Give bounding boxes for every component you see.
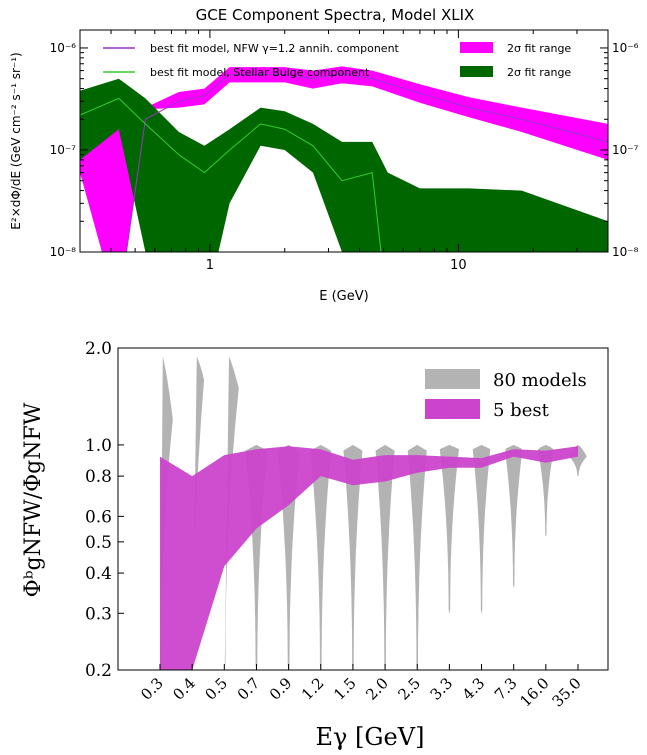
spectra-x-axis-label: E (GeV) — [319, 289, 368, 304]
ratio-violin-group — [160, 356, 587, 670]
ratio-x-tick-label: 3.3 — [427, 674, 457, 704]
ratio-x-tick-label: 0.7 — [234, 674, 264, 704]
ratio-x-tick-label: 1.2 — [298, 674, 328, 704]
violin-4.3 — [472, 444, 491, 614]
ratio-y-tick-label: 1.0 — [85, 436, 112, 456]
ratio-y-tick-label: 0.6 — [85, 507, 112, 527]
spectra-chart: GCE Component Spectra, Model XLIX 1 10 10⁻… — [9, 6, 639, 304]
violin-1.5 — [343, 444, 363, 670]
ratio-plot-frame — [117, 347, 609, 671]
ratio-y-tick-label: 0.8 — [85, 467, 112, 487]
ratio-y-tick-label: 0.4 — [85, 564, 112, 584]
ratio-x-tick-label: 35.0 — [548, 674, 584, 710]
spectra-x-tick-label: 10 — [450, 258, 467, 273]
legend-5-best-swatch — [425, 399, 480, 419]
ratio-x-tick-label: 0.4 — [169, 674, 199, 704]
ratio-violin-chart: 0.20.30.40.50.60.81.02.00.3 0.4 0.5 0.7 0.9 1… — [21, 339, 609, 751]
ratio-x-tick-label: 0.3 — [137, 674, 167, 704]
ratio-y-axis-label: ΦᵇgNFW/ΦgNFW — [21, 402, 46, 597]
spectra-band-bulge — [80, 78, 608, 252]
spectra-y-tick-label-right: 10⁻⁷ — [612, 143, 639, 157]
ratio-legend: 80 models 5 best — [425, 369, 587, 421]
spectra-y-tick-label-left: 10⁻⁷ — [50, 143, 77, 157]
spectra-y-tick-label-right: 10⁻⁸ — [612, 245, 639, 259]
legend-bulge-line-label: best fit model, Stellar Bulge component — [150, 66, 370, 79]
ratio-x-tick-label: 7.3 — [491, 674, 521, 704]
violin-0.5 — [224, 356, 239, 670]
legend-5-best-label: 5 best — [493, 400, 550, 421]
ratio-x-tick-label: 2.5 — [394, 674, 424, 704]
spectra-y-tick-label-left: 10⁻⁸ — [50, 245, 77, 259]
ratio-x-tick-label: 1.5 — [330, 674, 360, 704]
spectra-y-axis-label: E²×dΦ/dE (GeV cm⁻² s⁻¹ sr⁻¹) — [9, 52, 23, 229]
spectra-line-bulge — [80, 97, 382, 252]
spectra-line-nfw — [125, 73, 608, 252]
spectra-plot-frame — [79, 29, 609, 253]
legend-nfw-band-label: 2σ fit range — [507, 42, 571, 55]
spectra-y-tick-label-left: 10⁻⁶ — [50, 41, 77, 55]
spectra-y-tick-label-right: 10⁻⁶ — [612, 41, 639, 55]
ratio-x-axis-label: Eγ [GeV] — [316, 723, 425, 751]
ratio-x-tick-label: 4.3 — [459, 674, 489, 704]
spectra-legend: best fit model, NFW γ=1.2 annih. compone… — [103, 42, 571, 79]
ratio-y-tick-label: 0.2 — [85, 661, 112, 681]
legend-80-models-swatch — [425, 369, 480, 389]
spectra-chart-title: GCE Component Spectra, Model XLIX — [196, 6, 475, 24]
ratio-y-tick-label: 0.3 — [85, 604, 112, 624]
violin-0.3 — [160, 356, 173, 670]
violin-2.0 — [375, 444, 395, 670]
ratio-y-tick-label: 0.5 — [85, 533, 112, 553]
violin-2.5 — [407, 444, 427, 670]
legend-bulge-band-label: 2σ fit range — [507, 66, 571, 79]
best-fit-band — [160, 446, 578, 670]
legend-nfw-line-label: best fit model, NFW γ=1.2 annih. compone… — [150, 42, 400, 55]
spectra-x-tick-label: 1 — [206, 258, 214, 273]
spectra-band-nfw — [80, 66, 608, 252]
legend-nfw-band-swatch — [460, 42, 493, 53]
spectra-series-group — [80, 66, 608, 252]
legend-80-models-label: 80 models — [493, 370, 587, 391]
ratio-x-tick-label: 0.5 — [202, 674, 232, 704]
violin-1.2 — [310, 444, 332, 670]
ratio-x-tick-label: 16.0 — [516, 674, 552, 710]
violin-16.0 — [537, 444, 554, 537]
violin-7.3 — [505, 444, 523, 588]
ratio-x-tick-label: 2.0 — [362, 674, 392, 704]
ratio-x-tick-label: 0.9 — [266, 674, 296, 704]
violin-3.3 — [439, 444, 459, 614]
ratio-y-tick-label: 2.0 — [85, 339, 112, 359]
legend-bulge-band-swatch — [460, 66, 493, 77]
